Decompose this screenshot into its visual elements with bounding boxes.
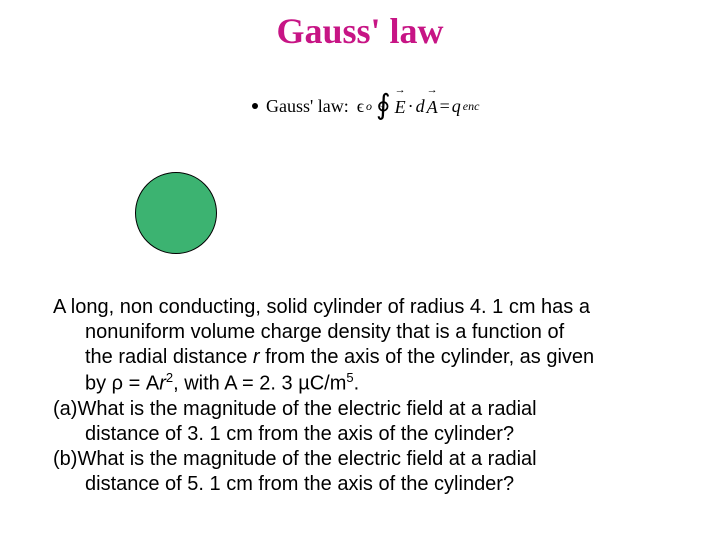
- intro-line-2: nonuniform volume charge density that is…: [53, 320, 673, 345]
- problem-text: A long, non conducting, solid cylinder o…: [53, 295, 673, 497]
- epsilon-symbol: ϵ: [357, 96, 364, 117]
- intro-line-4: by ρ = Ar2, with A = 2. 3 µC/m5.: [53, 370, 673, 397]
- differential-d: d: [416, 96, 425, 117]
- equation-math: ϵo ∮ E · dA = qenc: [357, 92, 480, 120]
- epsilon-subscript: o: [366, 99, 372, 114]
- q-subscript: enc: [463, 99, 480, 114]
- equals-sign: =: [440, 96, 450, 117]
- equation-row: Gauss' law: ϵo ∮ E · dA = qenc: [252, 92, 479, 120]
- q-symbol: q: [452, 96, 461, 117]
- question-a: (a)What is the magnitude of the electric…: [53, 397, 673, 422]
- bullet-icon: [252, 103, 258, 109]
- question-b-line-2: distance of 5. 1 cm from the axis of the…: [53, 472, 673, 497]
- vector-A: A: [427, 95, 438, 118]
- dot-operator: ·: [408, 96, 414, 117]
- equation-label: Gauss' law:: [266, 96, 349, 117]
- question-a-line-2: distance of 3. 1 cm from the axis of the…: [53, 422, 673, 447]
- intro-line-3: the radial distance r from the axis of t…: [53, 345, 673, 370]
- vector-E: E: [395, 95, 406, 118]
- intro-block: A long, non conducting, solid cylinder o…: [53, 295, 673, 320]
- question-b: (b)What is the magnitude of the electric…: [53, 447, 673, 472]
- slide-title: Gauss' law: [0, 10, 720, 52]
- intro-line-1: A long, non conducting, solid cylinder o…: [53, 296, 590, 318]
- contour-integral-icon: ∮: [376, 92, 391, 120]
- cylinder-cross-section-icon: [135, 172, 217, 254]
